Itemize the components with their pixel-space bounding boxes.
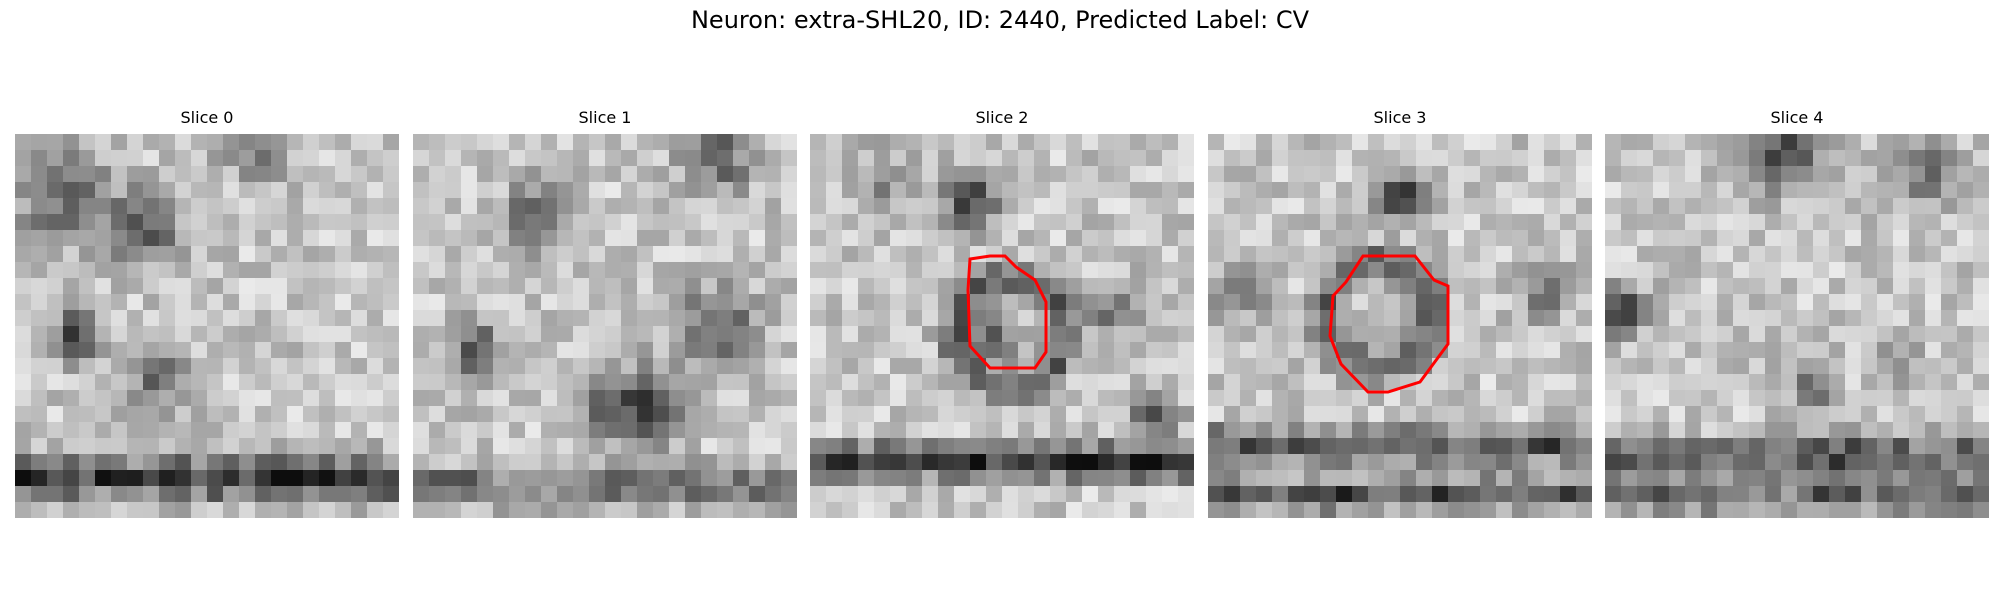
slice-texture <box>1208 134 1592 518</box>
roi-outline <box>966 254 1048 370</box>
slice-image-0 <box>15 134 399 518</box>
slice-image-2 <box>810 134 1194 518</box>
slice-title-4: Slice 4 <box>1770 108 1824 127</box>
slice-image-3 <box>1208 134 1592 518</box>
slice-title-3: Slice 3 <box>1373 108 1427 127</box>
slice-title-1: Slice 1 <box>578 108 632 127</box>
slice-title-0: Slice 0 <box>180 108 234 127</box>
slice-image-4 <box>1605 134 1989 518</box>
slice-title-2: Slice 2 <box>975 108 1029 127</box>
slice-image-1 <box>413 134 797 518</box>
slice-texture <box>15 134 399 518</box>
slice-texture <box>810 134 1194 518</box>
roi-outline <box>1328 254 1450 394</box>
figure-title: Neuron: extra-SHL20, ID: 2440, Predicted… <box>690 6 1310 34</box>
slice-texture <box>1605 134 1989 518</box>
slice-texture <box>413 134 797 518</box>
